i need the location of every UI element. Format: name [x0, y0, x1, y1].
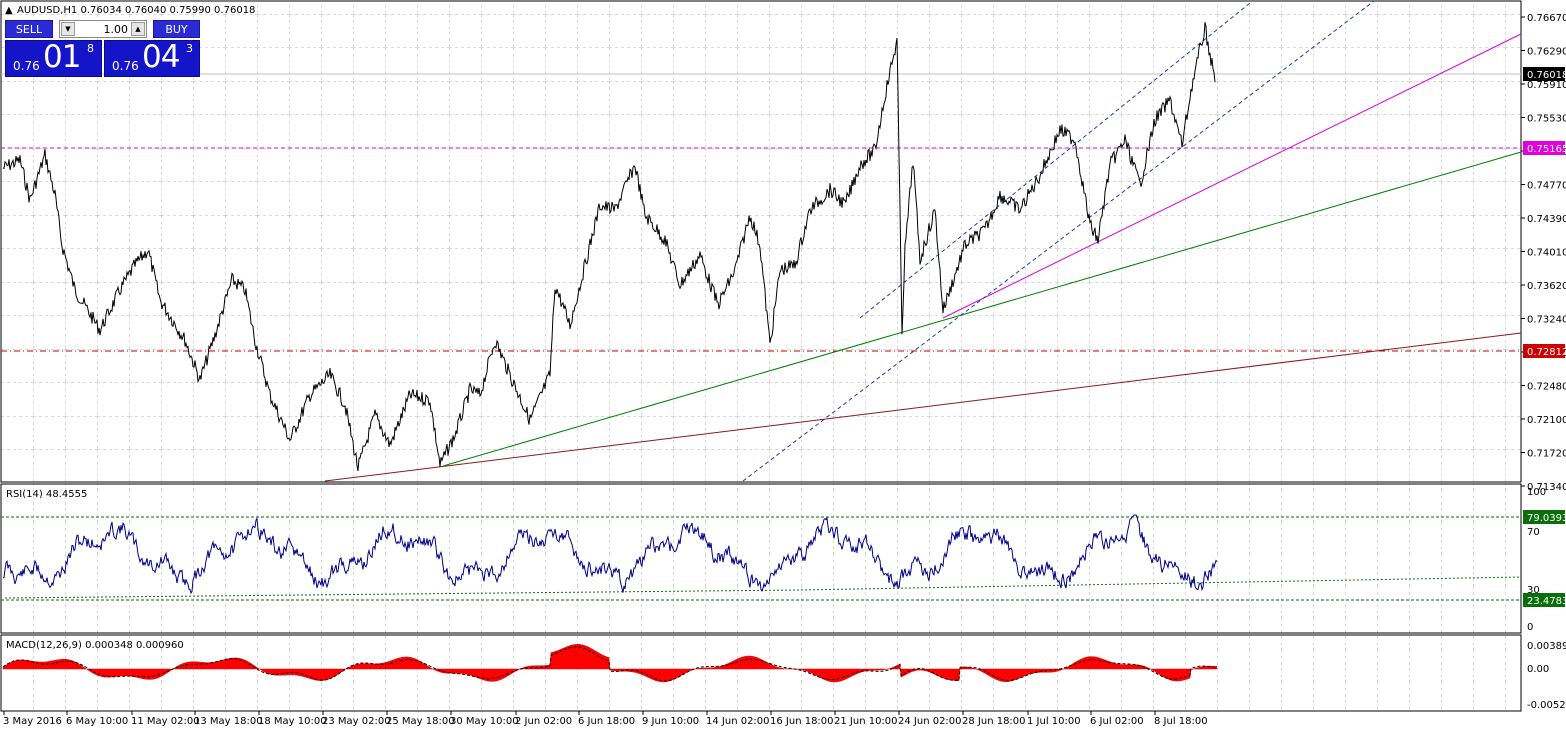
- buy-button[interactable]: BUY: [153, 20, 200, 38]
- time-tick-label: 14 Jun 02:00: [706, 716, 770, 727]
- buy-price-box[interactable]: 0.76 04 3: [104, 39, 200, 77]
- rsi-tick-label: 100: [1527, 487, 1546, 498]
- price-tick-label: 0.74010: [1527, 248, 1566, 259]
- lot-size-input[interactable]: [76, 21, 128, 37]
- price-tick-label: 0.74770: [1527, 181, 1566, 192]
- time-tick-label: 24 Jun 02:00: [898, 716, 962, 727]
- price-series[interactable]: [2, 22, 1216, 471]
- sell-price-box[interactable]: 0.76 01 8: [5, 39, 102, 77]
- macd-tick-label: 0.003896: [1527, 641, 1566, 652]
- macd-axis: 0.003896 0.00 -0.005219: [1527, 641, 1566, 711]
- sell-button[interactable]: SELL: [5, 20, 53, 38]
- svg-text:79.0393: 79.0393: [1527, 513, 1566, 524]
- time-tick-label: 16 Jun 18:00: [770, 716, 834, 727]
- svg-text:0.75165: 0.75165: [1527, 144, 1566, 155]
- macd-label: MACD(12,26,9) 0.000348 0.000960: [6, 640, 184, 651]
- chart-title: ▲: [5, 5, 13, 16]
- svg-text:0.76018: 0.76018: [1527, 70, 1566, 81]
- one-click-trading-panel: SELL ▼ ▲ BUY 0.76 01 8 0.76 04 3: [5, 20, 200, 77]
- time-tick-label: 6 Jul 02:00: [1090, 716, 1144, 727]
- sell-price-prefix: 0.76: [13, 59, 40, 73]
- channel-line-lower[interactable]: [742, 0, 1375, 482]
- trendline-maroon[interactable]: [324, 332, 1522, 482]
- time-tick-label: 3 May 2016: [3, 716, 62, 727]
- rsi-label: RSI(14) 48.4555: [6, 489, 87, 500]
- time-tick-label: 13 May 18:00: [194, 716, 263, 727]
- svg-text:23.4783: 23.4783: [1527, 596, 1566, 607]
- buy-price-fraction: 3: [186, 42, 193, 55]
- price-tick-label: 0.73620: [1527, 281, 1566, 292]
- resistance-level-box: 0.75165: [1523, 141, 1566, 155]
- rsi-series: [2, 514, 1218, 595]
- time-tick-label: 11 May 02:00: [131, 716, 200, 727]
- time-tick-label: 6 Jun 18:00: [578, 716, 635, 727]
- support-level-box: 0.72812: [1523, 344, 1566, 358]
- price-tick-label: 0.72100: [1527, 415, 1566, 426]
- time-tick-label: 18 May 10:00: [258, 716, 327, 727]
- macd-pane[interactable]: [0, 634, 1522, 712]
- trendline-magenta[interactable]: [942, 33, 1522, 319]
- lot-increase-icon[interactable]: ▲: [131, 22, 145, 36]
- price-tick-label: 0.76290: [1527, 47, 1566, 58]
- sell-price-pips: 01: [43, 39, 81, 75]
- price-tick-label: 0.72480: [1527, 382, 1566, 393]
- sell-price-fraction: 8: [87, 42, 94, 55]
- time-tick-label: 2 Jun 02:00: [515, 716, 572, 727]
- lot-decrease-icon[interactable]: ▼: [61, 22, 75, 36]
- rsi-axis: 100 70 30 0: [1527, 487, 1546, 633]
- price-axis: 0.766700.762900.759100.755300.751500.747…: [1521, 13, 1566, 493]
- time-tick-label: 21 Jun 10:00: [834, 716, 898, 727]
- time-tick-label: 8 Jul 18:00: [1154, 716, 1208, 727]
- current-price-box: 0.76018: [1523, 67, 1566, 81]
- macd-signal-line: [2, 646, 1218, 682]
- trendline-green[interactable]: [442, 151, 1522, 467]
- price-tick-label: 0.75530: [1527, 114, 1566, 125]
- buy-price-pips: 04: [142, 39, 180, 75]
- rsi-tick-label: 30: [1527, 585, 1540, 596]
- time-tick-label: 9 Jun 10:00: [642, 716, 699, 727]
- time-tick-label: 30 May 10:00: [450, 716, 519, 727]
- rsi-lower-box: 23.4783: [1523, 593, 1566, 607]
- rsi-tick-label: 70: [1527, 527, 1540, 538]
- macd-tick-label: -0.005219: [1527, 700, 1566, 711]
- buy-price-prefix: 0.76: [112, 59, 139, 73]
- time-tick-label: 1 Jul 10:00: [1027, 716, 1081, 727]
- chart-symbol-title: AUDUSD,H1 0.76034 0.76040 0.75990 0.7601…: [17, 5, 255, 16]
- time-tick-label: 6 May 10:00: [66, 716, 128, 727]
- price-tick-label: 0.76670: [1527, 13, 1566, 24]
- time-tick-label: 23 May 02:00: [322, 716, 391, 727]
- rsi-trendline[interactable]: [4, 576, 1522, 599]
- price-tick-label: 0.75910: [1527, 80, 1566, 91]
- time-tick-label: 25 May 18:00: [386, 716, 455, 727]
- macd-tick-label: 0.00: [1527, 664, 1549, 675]
- price-tick-label: 0.71340: [1527, 482, 1566, 493]
- rsi-pane[interactable]: [0, 483, 1522, 634]
- price-tick-label: 0.74390: [1527, 214, 1566, 225]
- price-tick-label: 0.71720: [1527, 449, 1566, 460]
- price-tick-label: 0.73240: [1527, 315, 1566, 326]
- rsi-upper-box: 79.0393: [1523, 510, 1566, 524]
- lot-size-stepper: ▼ ▲: [59, 20, 147, 38]
- rsi-tick-label: 0: [1527, 622, 1533, 633]
- time-tick-label: 28 Jun 18:00: [962, 716, 1026, 727]
- svg-text:0.72812: 0.72812: [1527, 347, 1566, 358]
- main-chart-pane[interactable]: [0, 0, 1522, 483]
